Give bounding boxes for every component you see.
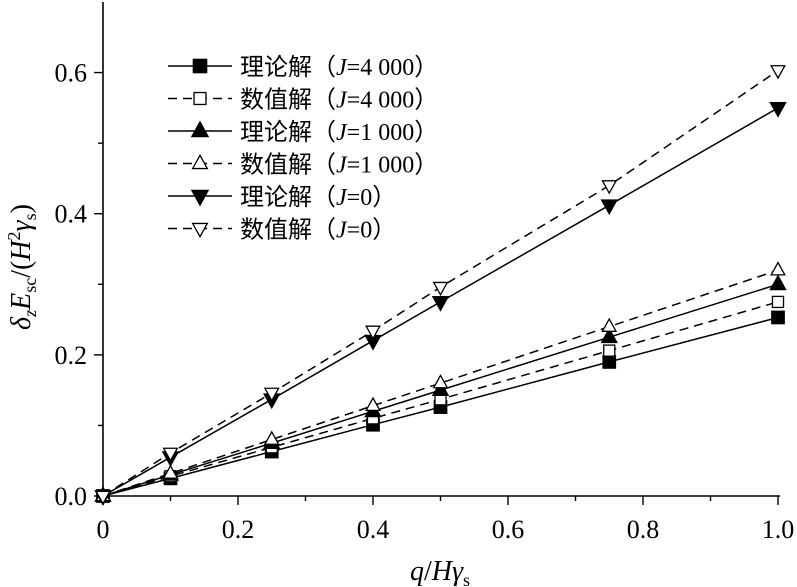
data-point xyxy=(365,325,381,340)
legend-label: 数值解（J=0） xyxy=(240,216,396,244)
legend-item: 理论解（J=4 000） xyxy=(168,53,438,81)
legend: 理论解（J=4 000） 数值解（J=4 000） 理论解（J=1 000） 数值解（… xyxy=(168,53,438,244)
data-point xyxy=(600,327,618,344)
y-tick-label: 0.0 xyxy=(55,482,88,511)
data-point xyxy=(770,261,786,276)
legend-marker xyxy=(193,91,207,106)
x-tick-label: 0.8 xyxy=(627,515,660,544)
data-point xyxy=(603,344,616,357)
data-point xyxy=(602,355,617,369)
x-tick-label: 0.2 xyxy=(222,515,255,544)
data-point xyxy=(432,374,449,389)
data-point xyxy=(432,281,449,297)
legend-label: 数值解（J=1 000） xyxy=(240,151,438,179)
y-tick-label: 0.2 xyxy=(55,341,88,370)
axes-layer: 0 0.2 0.4 0.6 0.8 1.0 0.0 0.2 0.4 0.6 xyxy=(55,2,795,544)
data-point xyxy=(431,380,450,397)
data-point xyxy=(95,490,111,506)
legend-marker xyxy=(190,189,210,207)
x-tick-label: 1.0 xyxy=(762,515,795,544)
data-point xyxy=(769,101,787,118)
x-tick-label: 0 xyxy=(97,515,110,544)
data-point xyxy=(365,396,381,412)
legend-label: 理论解（J=0） xyxy=(240,183,396,211)
x-axis-title: q/Hγs xyxy=(410,556,470,587)
data-point xyxy=(601,317,618,332)
data-point xyxy=(263,387,280,402)
x-tick-label: 0.4 xyxy=(357,515,390,544)
series-0 xyxy=(96,310,785,503)
legend-label: 理论解（J=4 000） xyxy=(240,53,438,81)
legend-item: 数值解（J=0） xyxy=(168,216,396,244)
data-point xyxy=(162,464,179,479)
data-point xyxy=(771,295,785,309)
data-point xyxy=(601,180,618,195)
legend-marker xyxy=(191,153,209,170)
data-point xyxy=(162,447,179,462)
legend-item: 数值解（J=1 000） xyxy=(168,151,438,179)
legend-item: 理论解（J=0） xyxy=(168,183,396,211)
y-tick-label: 0.4 xyxy=(55,200,88,229)
data-point xyxy=(770,65,786,80)
series-5 xyxy=(95,65,786,506)
data-point xyxy=(263,430,280,445)
legend-label: 理论解（J=1 000） xyxy=(240,118,438,146)
data-point xyxy=(600,199,618,216)
data-point xyxy=(431,296,450,312)
legend-item: 理论解（J=1 000） xyxy=(168,118,438,146)
legend-marker xyxy=(191,222,209,239)
y-tick-label: 0.6 xyxy=(55,59,88,88)
series-layer xyxy=(94,65,787,506)
y-axis-title: δzEsc/(H2γs) xyxy=(4,204,40,330)
x-tick-label: 0.6 xyxy=(492,515,525,544)
legend-marker xyxy=(190,120,210,138)
data-point xyxy=(771,310,785,325)
data-point xyxy=(769,274,787,291)
legend-marker xyxy=(192,58,208,74)
legend-item: 数值解（J=4 000） xyxy=(168,86,438,114)
legend-label: 数值解（J=4 000） xyxy=(240,86,438,114)
